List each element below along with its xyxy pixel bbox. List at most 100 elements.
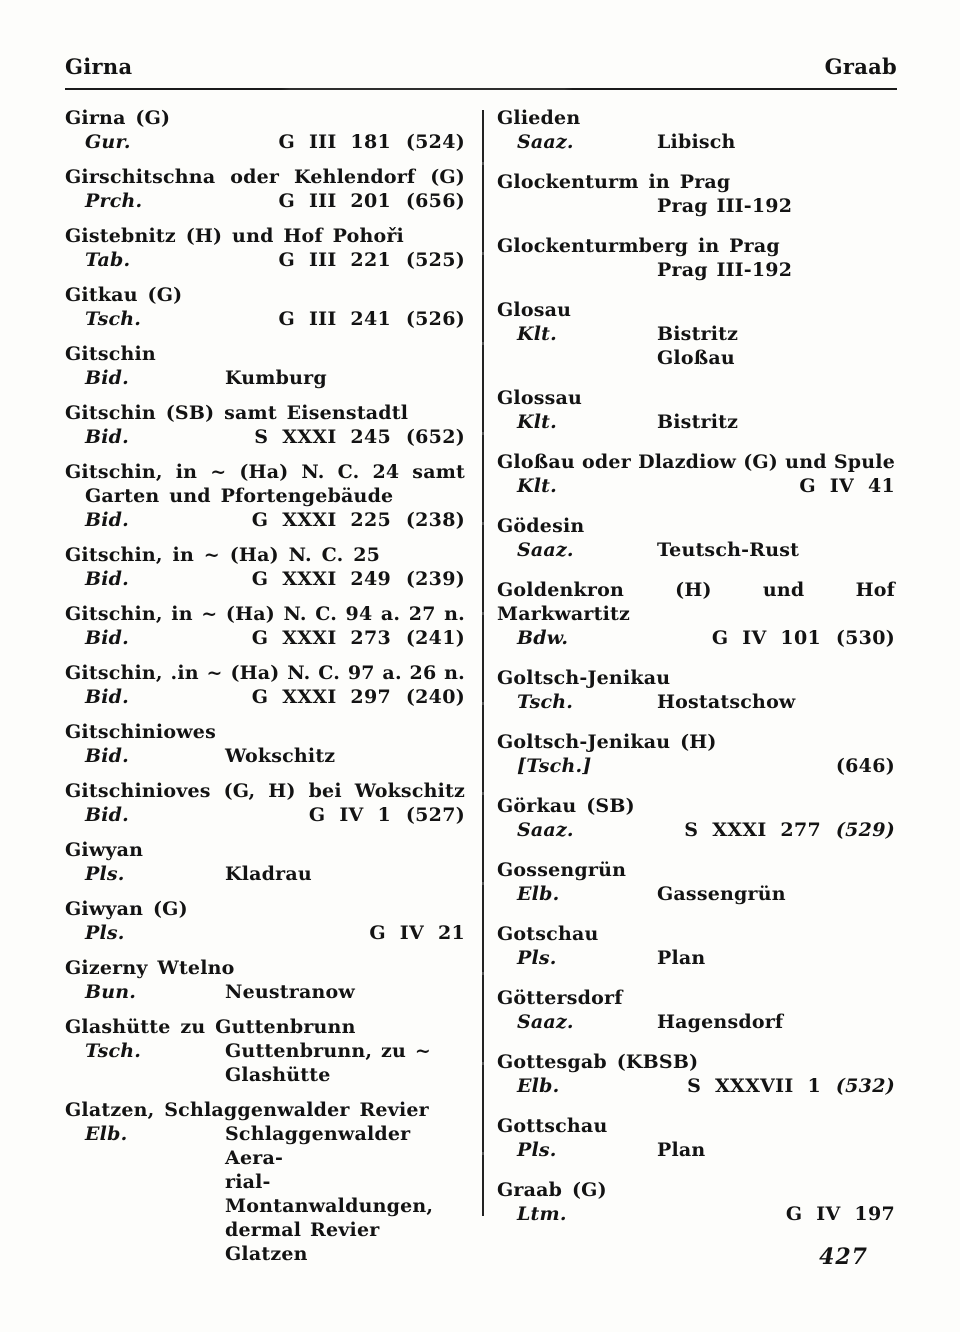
entry-detail: Pls. G IV 21 [65, 921, 465, 945]
district-abbr: [Tsch.] [517, 755, 592, 777]
district-abbr: Bid. [85, 627, 129, 649]
entry-value: Gassengrün [657, 883, 786, 905]
column-right: Glieden Saaz. Libisch Glockenturm in Prag Pr… [497, 106, 895, 1242]
entry-head-line: Garten und Pfortengebäude [85, 485, 394, 507]
entry-ref-number: (529) [835, 819, 895, 841]
entry-head-line: Gizerny Wtelno [65, 957, 235, 979]
entry-value: Kladrau [225, 863, 312, 885]
entry-head: Gizerny Wtelno [65, 956, 465, 980]
entry-head: Giwyan [65, 838, 465, 862]
entry-head-line: Görkau (SB) [497, 795, 635, 817]
entry-head-line: Gitschin (SB) samt Eisenstadtl [65, 402, 409, 424]
entry-value: Libisch [657, 131, 736, 153]
entry-ref: G IV 101 [711, 627, 821, 649]
column-left: Girna (G) Gur. G III 181 (524) Girschitschna… [65, 106, 465, 1277]
entry: Glosau Klt. Bistritz Gloßau [497, 298, 895, 370]
entry-detail: Prag III-192 [497, 194, 895, 218]
entry-value: Hagensdorf [657, 1011, 784, 1033]
entry-value: Hostatschow [657, 691, 796, 713]
entry-head: Gitschiniowes [65, 720, 465, 744]
entry-head: Gistebnitz (H) und Hof Pohoři [65, 224, 465, 248]
district-abbr: Bid. [85, 804, 129, 826]
entry: Gossengrün Elb. Gassengrün [497, 858, 895, 906]
entry-ref: G XXXI 225 [251, 509, 391, 531]
entry-head: Görkau (SB) [497, 794, 895, 818]
district-abbr: Bid. [85, 426, 129, 448]
entry-value: Bistritz [657, 411, 739, 433]
district-abbr: Elb. [517, 883, 560, 905]
entry: Gödesin Saaz. Teutsch-Rust [497, 514, 895, 562]
entry-ref-number: (526) [405, 308, 465, 330]
district-abbr: Bid. [85, 509, 129, 531]
entry-ref-number: (525) [405, 249, 465, 271]
entry-ref: G III 181 [278, 131, 391, 153]
entry-value: Guttenbrunn, zu ~ Glashütte [225, 1040, 432, 1086]
entry-head-line: Giwyan (G) [65, 898, 188, 920]
entry: Gitschin Bid. Kumburg [65, 342, 465, 390]
entry: Gitschin, in ~ (Ha) N. C. 94 a. 27 n. Bid… [65, 602, 465, 650]
entry-value: Schlaggenwalder Aera- rial-Montanwaldung… [225, 1123, 434, 1265]
entry-head: Gitschinioves (G, H) bei Wokschitz [65, 779, 465, 803]
entry-head-line: Gitschin, .in ~ (Ha) N. C. 97 a. 26 n. [65, 662, 465, 684]
entry-value: Prag III-192 [657, 195, 793, 217]
entry-head: Glockenturmberg in Prag [497, 234, 895, 258]
entry: Gottschau Pls. Plan [497, 1114, 895, 1162]
entry-head-line: Glashütte zu Guttenbrunn [65, 1016, 356, 1038]
entry: Gitkau (G) Tsch. G III 241 (526) [65, 283, 465, 331]
entry: Girna (G) Gur. G III 181 (524) [65, 106, 465, 154]
entry-value: Teutsch-Rust [657, 539, 800, 561]
entry-detail: Bid. Kumburg [65, 366, 465, 390]
entry-head: Goltsch-Jenikau [497, 666, 895, 690]
entry-head: Gitschin (SB) samt Eisenstadtl [65, 401, 465, 425]
entry-head-line: Gitschiniowes [65, 721, 216, 743]
entry-value: Neustranow [225, 981, 355, 1003]
entry-head: Girschitschna oder Kehlendorf (G) [65, 165, 465, 189]
district-abbr: Pls. [85, 863, 125, 885]
entry-head: Göttersdorf [497, 986, 895, 1010]
entry-head: Glatzen, Schlaggenwalder Revier [65, 1098, 465, 1122]
entry-head: Gloßau oder Dlazdiow (G) und Spule [497, 450, 895, 474]
entry-head-line: Glatzen, Schlaggenwalder Revier [65, 1099, 429, 1121]
entry-head: Gossengrün [497, 858, 895, 882]
entry: Gitschinioves (G, H) bei Wokschitz Bid. G … [65, 779, 465, 827]
entry-head-line: Gottschau [497, 1115, 608, 1137]
district-abbr: Klt. [517, 475, 557, 497]
entry-detail: Saaz. Hagensdorf [497, 1010, 895, 1034]
entry-head: Gottesgab (KBSB) [497, 1050, 895, 1074]
entry: Gottesgab (KBSB) Elb. S XXXVII 1 (532) [497, 1050, 895, 1098]
entry-ref-number: (240) [405, 686, 465, 708]
entry-head: Glossau [497, 386, 895, 410]
entry-head-line: Gödesin [497, 515, 585, 537]
entry: Glashütte zu Guttenbrunn Tsch. Guttenbrunn… [65, 1015, 465, 1087]
entry-head-line: Gossengrün [497, 859, 627, 881]
entry-head-line: Goltsch-Jenikau [497, 667, 671, 689]
entry-detail: Prag III-192 [497, 258, 895, 282]
entry-ref: G III 221 [278, 249, 391, 271]
district-abbr: Pls. [517, 947, 557, 969]
entry-detail: Bid. G XXXI 273 (241) [65, 626, 465, 650]
entry-head: Gotschau [497, 922, 895, 946]
district-abbr: Bid. [85, 745, 129, 767]
entry-head-line: Gottesgab (KBSB) [497, 1051, 699, 1073]
entry-head-line: Gitschinioves (G, H) bei Wokschitz [65, 780, 465, 802]
entry-ref-number: (239) [405, 568, 465, 590]
entry: Gloßau oder Dlazdiow (G) und Spule Klt. G … [497, 450, 895, 498]
district-abbr: Tab. [85, 249, 131, 271]
entry-detail: Klt. G IV 41 [497, 474, 895, 498]
entry-head: Gödesin [497, 514, 895, 538]
entry-detail: Bid. S XXXI 245 (652) [65, 425, 465, 449]
district-abbr: Elb. [517, 1075, 560, 1097]
district-abbr: Bid. [85, 568, 129, 590]
district-abbr: Gur. [85, 131, 131, 153]
entry-head-line: Gitschin, in ~ (Ha) N. C. 24 samt [65, 461, 465, 483]
entry-value: Plan [657, 947, 706, 969]
entry-head-line: Glieden [497, 107, 581, 129]
entry-value: Plan [657, 1139, 706, 1161]
entry: Gistebnitz (H) und Hof Pohoři Tab. G III 2… [65, 224, 465, 272]
entry-detail: Klt. Bistritz Gloßau [497, 322, 895, 370]
entry-detail: Bid. G IV 1 (527) [65, 803, 465, 827]
entry-head-line: Gloßau oder Dlazdiow (G) und Spule [497, 451, 895, 473]
district-abbr: Prch. [85, 190, 143, 212]
entry-head-line: Göttersdorf [497, 987, 623, 1009]
